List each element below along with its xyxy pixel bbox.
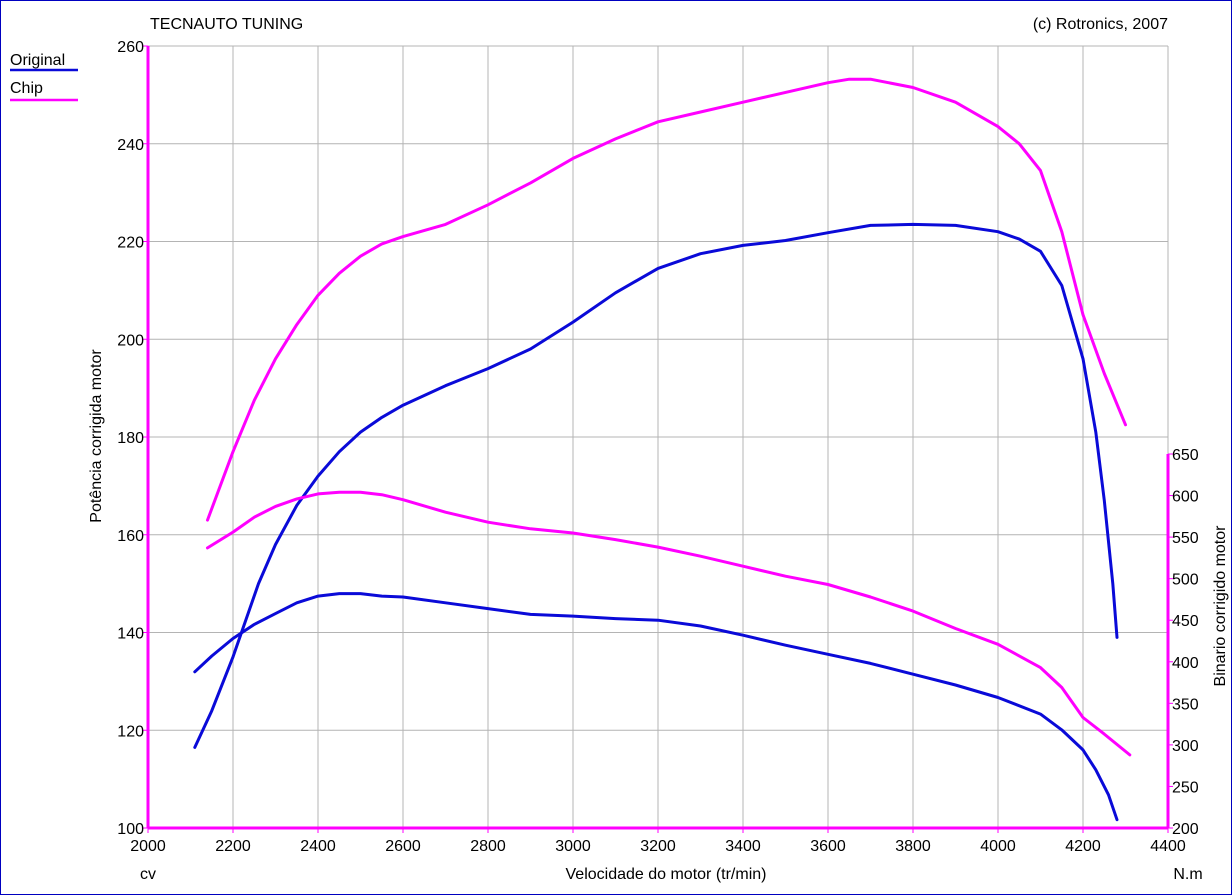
y-left-tick-label: 260 (117, 39, 144, 56)
x-tick-label: 2400 (300, 838, 336, 855)
y-right-tick-label: 400 (1172, 655, 1199, 672)
legend-label-chip: Chip (10, 80, 43, 97)
axes (143, 45, 1173, 833)
y-left-tick-label: 120 (117, 723, 144, 740)
y-right-tick-label: 300 (1172, 738, 1199, 755)
x-tick-label: 2600 (385, 838, 421, 855)
y-right-unit-label: N.m (1173, 866, 1202, 883)
grid-lines (148, 45, 1169, 829)
tick-labels: 2000 2200 2400 2600 2800 3000 3200 3400 3600 3800… (117, 39, 1199, 855)
x-tick-label: 4000 (980, 838, 1016, 855)
y-right-tick-label: 350 (1172, 696, 1199, 713)
y-right-tick-label: 200 (1172, 821, 1199, 838)
x-tick-label: 4400 (1150, 838, 1186, 855)
x-tick-label: 2000 (130, 838, 166, 855)
y-right-tick-label: 250 (1172, 779, 1199, 796)
original-torque-line (193, 592, 1119, 822)
x-tick-label: 4200 (1065, 838, 1101, 855)
x-tick-label: 3800 (895, 838, 931, 855)
y-left-tick-label: 240 (117, 137, 144, 154)
y-right-tick-label: 600 (1172, 489, 1199, 506)
x-tick-label: 3200 (640, 838, 676, 855)
x-tick-label: 3600 (810, 838, 846, 855)
header-right-title: (c) Rotronics, 2007 (1033, 16, 1168, 33)
x-axis-label: Velocidade do motor (tr/min) (566, 866, 767, 883)
legend: Original Chip (10, 52, 78, 102)
y-left-tick-label: 100 (117, 821, 144, 838)
x-unit-label: cv (140, 866, 156, 883)
y-left-tick-label: 180 (117, 430, 144, 447)
x-tick-label: 2200 (215, 838, 251, 855)
header-left-title: TECNAUTO TUNING (150, 16, 303, 33)
y-left-tick-label: 200 (117, 332, 144, 349)
chip-power-line (206, 77, 1127, 522)
y-left-tick-label: 140 (117, 626, 144, 643)
y-right-axis-label: Binario corrigido motor (1212, 525, 1229, 687)
series-lines (193, 77, 1132, 822)
y-right-tick-label: 500 (1172, 572, 1199, 589)
original-power-line (193, 222, 1119, 749)
y-right-tick-label: 450 (1172, 613, 1199, 630)
y-left-tick-label: 220 (117, 235, 144, 252)
x-tick-label: 3400 (725, 838, 761, 855)
y-right-tick-label: 550 (1172, 530, 1199, 547)
y-left-axis-label: Potência corrigida motor (88, 349, 105, 523)
y-right-tick-label: 650 (1172, 447, 1199, 464)
legend-label-original: Original (10, 52, 65, 69)
x-tick-label: 3000 (555, 838, 591, 855)
chip-torque-line (206, 490, 1132, 757)
y-left-tick-label: 160 (117, 528, 144, 545)
x-tick-label: 2800 (470, 838, 506, 855)
